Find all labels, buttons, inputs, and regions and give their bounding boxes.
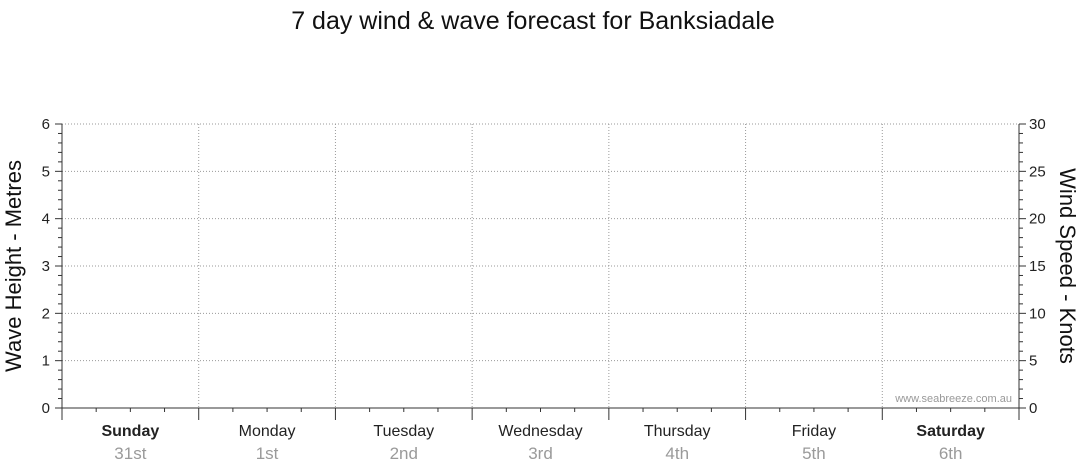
day-date-label: 4th (665, 444, 689, 463)
right-axis-title: Wind Speed - Knots (1055, 168, 1080, 364)
left-tick-label: 1 (42, 353, 50, 370)
watermark: www.seabreeze.com.au (894, 393, 1012, 405)
day-name-label: Wednesday (498, 423, 582, 440)
right-tick-label: 15 (1029, 258, 1046, 275)
left-axis-title: Wave Height - Metres (1, 160, 26, 372)
plot-area: 0 1 2 3 4 5 6 0 5 10 15 20 25 30 Sunday 31st Monday 1st Tu… (42, 116, 1046, 463)
day-name-label: Friday (792, 423, 836, 440)
day-name-label: Saturday (916, 423, 985, 440)
right-tick-label: 30 (1029, 116, 1046, 133)
right-tick-label: 25 (1029, 163, 1046, 180)
chart-title: 7 day wind & wave forecast for Banksiada… (291, 7, 775, 35)
right-tick-label: 10 (1029, 305, 1046, 322)
left-tick-label: 5 (42, 163, 50, 180)
right-tick-label: 20 (1029, 211, 1046, 228)
day-name-label: Monday (239, 423, 296, 440)
left-tick-label: 4 (42, 211, 50, 228)
day-date-label: 31st (114, 444, 146, 463)
right-tick-label: 0 (1029, 400, 1037, 417)
day-name-label: Thursday (644, 423, 711, 440)
day-date-label: 2nd (390, 444, 418, 463)
day-date-label: 1st (256, 444, 279, 463)
left-tick-label: 6 (42, 116, 50, 133)
day-date-label: 6th (939, 444, 963, 463)
day-date-label: 3rd (528, 444, 553, 463)
day-date-label: 5th (802, 444, 826, 463)
left-tick-label: 2 (42, 305, 50, 322)
right-tick-label: 5 (1029, 353, 1037, 370)
left-tick-label: 3 (42, 258, 50, 275)
day-name-label: Tuesday (373, 423, 434, 440)
left-tick-label: 0 (42, 400, 50, 417)
day-name-label: Sunday (101, 423, 159, 440)
